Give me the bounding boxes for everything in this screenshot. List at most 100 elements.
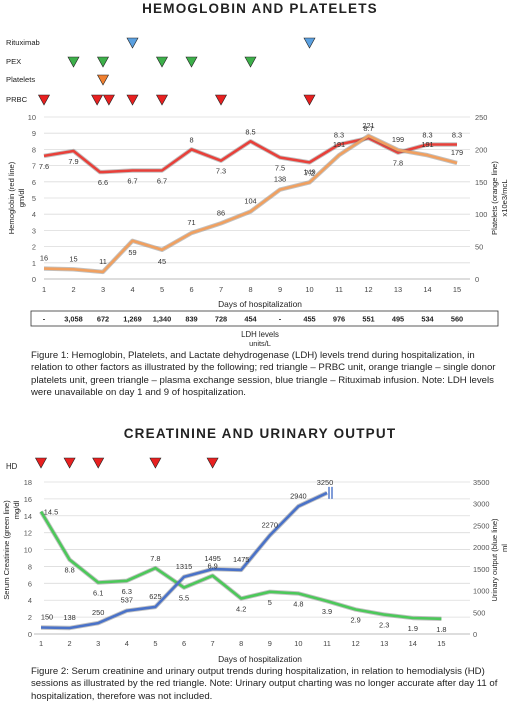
- chart2-creatinine-data-label: 1.8: [436, 625, 446, 634]
- chart2-urinary-data-label: 1495: [204, 554, 220, 563]
- chart1-x-tick-label: 15: [453, 285, 461, 294]
- chart1-right-tick-label: 150: [475, 178, 487, 187]
- chart2-creatinine-data-label: 1.9: [408, 624, 418, 633]
- figure1-caption: Figure 1: Hemoglobin, Platelets, and Lac…: [31, 350, 496, 399]
- chart1-left-tick-label: 0: [32, 275, 36, 284]
- chart2-creatinine-data-label: 6.1: [93, 588, 103, 597]
- ldh-table-title: LDH levels: [241, 330, 279, 339]
- chart1-event-marker: [96, 74, 110, 86]
- chart1-platelets-data-label: 221: [362, 121, 374, 130]
- chart2-creatinine-data-label: 6.9: [207, 562, 217, 571]
- chart1-event-marker: [126, 37, 139, 49]
- chart1-platelets-data-label: 104: [244, 197, 256, 206]
- chart1-platelets-data-label: 11: [99, 257, 107, 266]
- chart1-event-marker: [37, 94, 51, 106]
- chart2-creatinine-data-label: 3.9: [322, 607, 332, 616]
- chart1-x-tick-label: 11: [335, 285, 343, 294]
- ldh-table-value: -: [43, 315, 46, 324]
- chart2-right-tick-label: 0: [473, 630, 477, 639]
- chart2-urinary-data-label: 2270: [262, 520, 278, 529]
- chart1-hemoglobin-data-label: 6.6: [98, 178, 108, 187]
- chart2-event-marker: [34, 457, 48, 469]
- chart1-event-marker: [155, 94, 169, 106]
- chart1-x-tick-label: 9: [278, 285, 282, 294]
- chart2-creatinine-data-label: 8.8: [64, 566, 74, 575]
- chart1-hemoglobin-data-label: 7.2: [304, 168, 314, 177]
- chart2-x-tick-label: 8: [239, 639, 243, 648]
- chart1-event-marker: [155, 56, 169, 68]
- chart1-platelets-data-label: 45: [158, 257, 166, 266]
- chart1-hemoglobin-data-label: 8.5: [245, 127, 255, 136]
- chart2-y-axis-units: mg/dl: [12, 500, 21, 519]
- ldh-table-value: 534: [421, 315, 434, 324]
- chart2-right-tick-label: 1500: [473, 565, 489, 574]
- chart2-creatinine-data-label: 14.5: [44, 508, 58, 517]
- chart1-hemoglobin-data-label: 8.3: [422, 131, 432, 140]
- chart1-event-marker: [96, 56, 110, 68]
- chart2-left-tick-label: 0: [28, 630, 32, 639]
- chart1-event-marker: [91, 94, 104, 106]
- chart1-hemoglobin-data-label: 8.3: [334, 131, 344, 140]
- chart2-x-tick-label: 9: [268, 639, 272, 648]
- chart2-x-tick-label: 13: [380, 639, 388, 648]
- chart1-event-marker: [303, 94, 316, 106]
- chart1-left-tick-label: 8: [32, 145, 36, 154]
- ldh-table-value: 1,340: [153, 315, 172, 324]
- chart2-event-marker: [149, 457, 162, 469]
- chart1-event-marker: [126, 94, 139, 106]
- chart2-creatinine-data-label: 2.9: [350, 616, 360, 625]
- chart2-event-marker: [92, 457, 105, 469]
- chart2-creatinine-data-label: 2.3: [379, 621, 389, 630]
- chart1-event-label: Rituximab: [6, 38, 40, 47]
- chart1-platelets-data-label: 191: [333, 140, 345, 149]
- chart1-platelets-data-label: 71: [187, 218, 195, 227]
- chart1-left-tick-label: 5: [32, 194, 36, 203]
- chart2-left-tick-label: 16: [24, 495, 32, 504]
- chart1-event-marker: [102, 94, 115, 106]
- chart2-event-marker: [63, 457, 76, 469]
- chart2-creatinine-data-label: 6.3: [122, 587, 132, 596]
- chart1-left-tick-label: 1: [32, 259, 36, 268]
- chart1-left-tick-label: 4: [32, 210, 36, 219]
- chart2-x-tick-label: 10: [294, 639, 302, 648]
- chart1-x-tick-label: 8: [248, 285, 252, 294]
- chart2-right-tick-label: 3500: [473, 478, 489, 487]
- chart2-x-tick-label: 7: [211, 639, 215, 648]
- chart2-urinary-data-label: 537: [121, 596, 133, 605]
- chart2-urinary-data-label: 1315: [176, 562, 192, 571]
- chart1-x-tick-label: 4: [130, 285, 134, 294]
- chart2-left-tick-label: 10: [24, 546, 32, 555]
- ldh-table-value: 454: [244, 315, 257, 324]
- chart1-platelets-data-label: 138: [274, 175, 286, 184]
- chart2-right-tick-label: 1000: [473, 587, 489, 596]
- chart1-platelets-data-label: 149: [303, 167, 315, 176]
- chart2-right-tick-label: 3000: [473, 500, 489, 509]
- chart1-x-tick-label: 10: [305, 285, 313, 294]
- chart2-right-tick-label: 500: [473, 608, 485, 617]
- chart1-x-tick-label: 2: [71, 285, 75, 294]
- chart1-hemoglobin-line: [43, 136, 457, 174]
- chart1-hemoglobin-data-label: 8.7: [363, 124, 373, 133]
- chart1-left-tick-label: 6: [32, 178, 36, 187]
- chart2-creatinine-line: [39, 510, 442, 621]
- chart1-hemoglobin-data-label: 6.7: [127, 176, 137, 185]
- ldh-table-value: 839: [185, 315, 197, 324]
- chart2-urinary-data-label: 2940: [290, 491, 306, 500]
- ldh-table-value: 1,269: [123, 315, 142, 324]
- ldh-table-value: 560: [451, 315, 463, 324]
- chart2-x-tick-label: 5: [153, 639, 157, 648]
- chart1-x-tick-label: 14: [423, 285, 431, 294]
- chart1-hemoglobin-data-label: 8: [189, 135, 193, 144]
- chart2-creatinine-data-label: 4.2: [236, 605, 246, 614]
- chart2-event-label: HD: [6, 462, 18, 471]
- chart1-platelets-data-label: 15: [69, 254, 77, 263]
- chart2-left-tick-label: 8: [28, 562, 32, 571]
- chart2-x-tick-label: 2: [68, 639, 72, 648]
- chart1-hemoglobin-data-label: 7.3: [216, 167, 226, 176]
- chart1-x-tick-label: 6: [189, 285, 193, 294]
- chart1-platelets-data-label: 199: [392, 135, 404, 144]
- chart2-urinary-data-label: 625: [149, 592, 161, 601]
- chart1-left-tick-label: 9: [32, 129, 36, 138]
- chart1-y-axis-title: Hemoglobin (red line): [7, 161, 16, 234]
- ldh-table-value: 3,058: [64, 315, 83, 324]
